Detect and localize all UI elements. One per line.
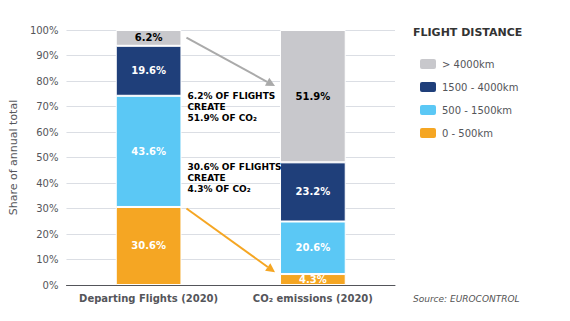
svg-text:CREATE: CREATE (187, 102, 225, 112)
svg-text:80%: 80% (36, 76, 58, 87)
svg-text:> 4000km: > 4000km (442, 59, 495, 70)
svg-text:30%: 30% (36, 203, 58, 214)
svg-text:20%: 20% (36, 229, 58, 240)
svg-text:500 - 1500km: 500 - 1500km (442, 105, 512, 116)
svg-text:30.6% OF FLIGHTS: 30.6% OF FLIGHTS (187, 162, 281, 172)
svg-text:50%: 50% (36, 152, 58, 163)
svg-text:20.6%: 20.6% (296, 242, 331, 253)
svg-text:CREATE: CREATE (187, 173, 225, 183)
svg-text:Share of annual total: Share of annual total (7, 100, 20, 215)
svg-text:0%: 0% (43, 280, 59, 291)
svg-text:FLIGHT DISTANCE: FLIGHT DISTANCE (413, 26, 522, 39)
svg-text:4.3% OF CO₂: 4.3% OF CO₂ (187, 184, 250, 194)
svg-text:23.2%: 23.2% (296, 186, 331, 197)
svg-text:4.3%: 4.3% (299, 274, 327, 285)
svg-text:51.9%: 51.9% (296, 91, 331, 102)
svg-text:43.6%: 43.6% (131, 146, 166, 157)
svg-text:70%: 70% (36, 101, 58, 112)
svg-text:10%: 10% (36, 254, 58, 265)
svg-text:6.2% OF FLIGHTS: 6.2% OF FLIGHTS (187, 91, 275, 101)
svg-text:6.2%: 6.2% (135, 32, 163, 43)
svg-text:CO₂ emissions (2020): CO₂ emissions (2020) (253, 293, 373, 304)
svg-text:51.9% OF CO₂: 51.9% OF CO₂ (187, 113, 257, 123)
svg-text:40%: 40% (36, 178, 58, 189)
svg-text:Departing Flights (2020): Departing Flights (2020) (79, 293, 218, 304)
svg-text:100%: 100% (30, 25, 59, 36)
svg-text:60%: 60% (36, 127, 58, 138)
svg-text:1500 - 4000km: 1500 - 4000km (442, 82, 518, 93)
svg-text:90%: 90% (36, 50, 58, 61)
svg-text:30.6%: 30.6% (131, 240, 166, 251)
svg-text:0 - 500km: 0 - 500km (442, 128, 493, 139)
svg-text:Source: EUROCONTROL: Source: EUROCONTROL (413, 294, 520, 304)
svg-text:19.6%: 19.6% (131, 65, 166, 76)
